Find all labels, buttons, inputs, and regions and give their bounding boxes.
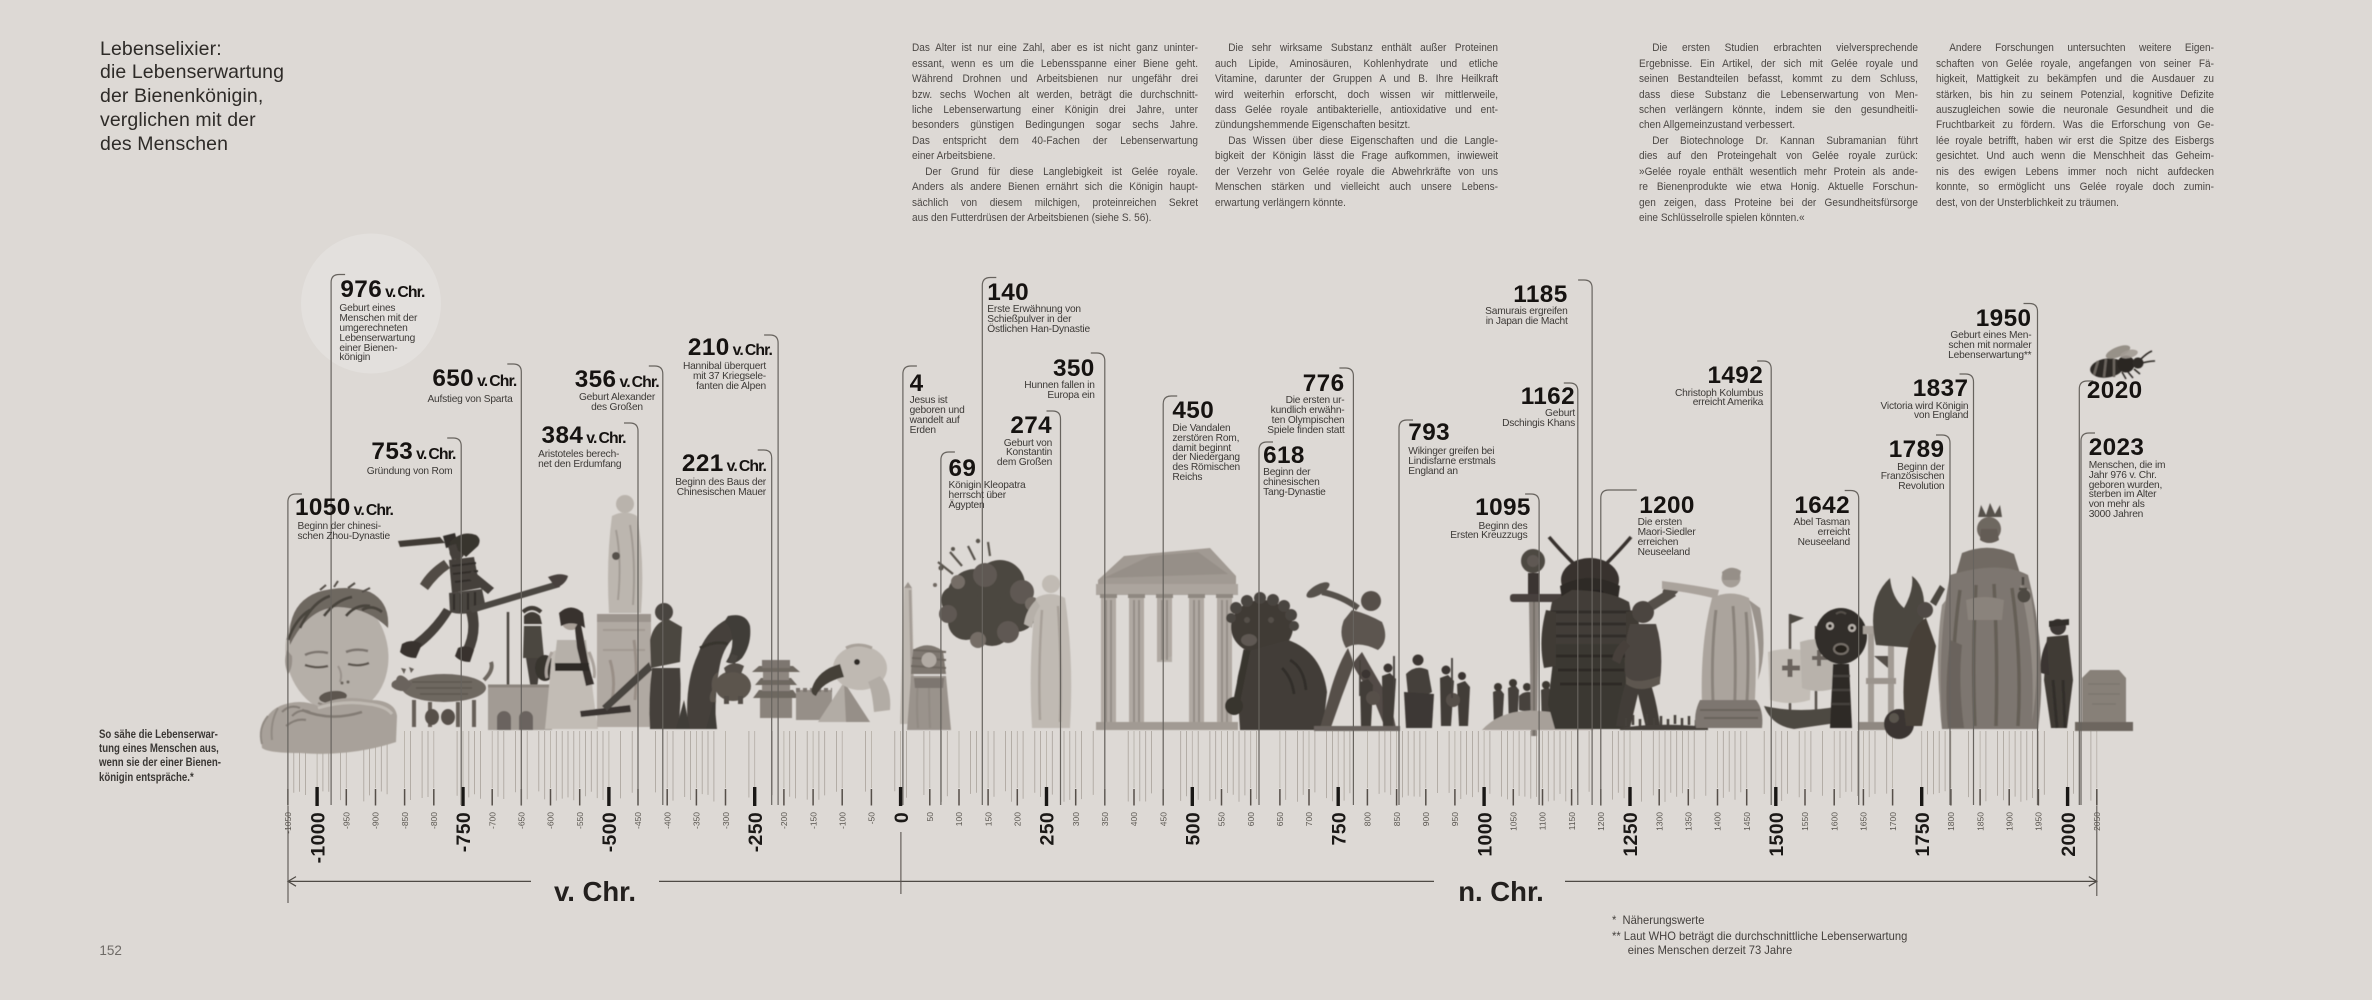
svg-text:1850: 1850 bbox=[1975, 812, 1985, 831]
svg-text:-100: -100 bbox=[838, 812, 848, 829]
svg-text:-300: -300 bbox=[721, 812, 731, 829]
svg-text:-50: -50 bbox=[867, 812, 877, 825]
svg-text:1350: 1350 bbox=[1684, 812, 1694, 831]
svg-text:-750: -750 bbox=[453, 812, 475, 852]
svg-text:-600: -600 bbox=[546, 812, 556, 829]
svg-text:750: 750 bbox=[1328, 812, 1350, 845]
svg-text:300: 300 bbox=[1071, 812, 1081, 826]
svg-text:-700: -700 bbox=[487, 812, 497, 829]
svg-text:700: 700 bbox=[1304, 812, 1314, 826]
svg-text:-150: -150 bbox=[808, 812, 818, 829]
svg-text:-550: -550 bbox=[575, 812, 585, 829]
svg-text:-200: -200 bbox=[779, 812, 789, 829]
svg-text:1000: 1000 bbox=[1474, 812, 1496, 857]
svg-text:1650: 1650 bbox=[1859, 812, 1869, 831]
svg-text:500: 500 bbox=[1183, 812, 1205, 845]
svg-text:1050: 1050 bbox=[1509, 812, 1519, 831]
svg-text:1800: 1800 bbox=[1946, 812, 1956, 831]
svg-text:1950: 1950 bbox=[2034, 812, 2044, 831]
svg-text:1600: 1600 bbox=[1829, 812, 1839, 831]
svg-text:1250: 1250 bbox=[1620, 812, 1642, 857]
svg-text:-850: -850 bbox=[400, 812, 410, 829]
svg-text:1900: 1900 bbox=[2005, 812, 2015, 831]
svg-text:-250: -250 bbox=[745, 812, 767, 852]
svg-text:-350: -350 bbox=[692, 812, 702, 829]
svg-text:-800: -800 bbox=[429, 812, 439, 829]
svg-text:50: 50 bbox=[925, 812, 935, 822]
svg-text:1300: 1300 bbox=[1654, 812, 1664, 831]
svg-text:800: 800 bbox=[1363, 812, 1373, 826]
svg-text:400: 400 bbox=[1129, 812, 1139, 826]
svg-text:1400: 1400 bbox=[1713, 812, 1723, 831]
svg-text:450: 450 bbox=[1158, 812, 1168, 826]
svg-text:950: 950 bbox=[1450, 812, 1460, 826]
svg-text:1500: 1500 bbox=[1766, 812, 1788, 857]
svg-text:250: 250 bbox=[1037, 812, 1059, 845]
svg-text:-900: -900 bbox=[371, 812, 381, 829]
svg-text:1150: 1150 bbox=[1567, 812, 1577, 831]
svg-text:550: 550 bbox=[1217, 812, 1227, 826]
svg-text:-400: -400 bbox=[662, 812, 672, 829]
svg-text:1100: 1100 bbox=[1538, 812, 1548, 831]
svg-text:350: 350 bbox=[1100, 812, 1110, 826]
svg-text:1750: 1750 bbox=[1912, 812, 1934, 857]
svg-text:-650: -650 bbox=[517, 812, 527, 829]
svg-text:1550: 1550 bbox=[1800, 812, 1810, 831]
svg-text:150: 150 bbox=[983, 812, 993, 826]
svg-text:650: 650 bbox=[1275, 812, 1285, 826]
svg-text:900: 900 bbox=[1421, 812, 1431, 826]
svg-text:100: 100 bbox=[954, 812, 964, 826]
svg-text:2000: 2000 bbox=[2058, 812, 2080, 857]
svg-text:1700: 1700 bbox=[1888, 812, 1898, 831]
svg-text:1200: 1200 bbox=[1596, 812, 1606, 831]
svg-text:200: 200 bbox=[1013, 812, 1023, 826]
svg-text:0: 0 bbox=[891, 812, 913, 823]
svg-text:-1000: -1000 bbox=[307, 812, 329, 863]
svg-text:-950: -950 bbox=[342, 812, 352, 829]
svg-text:600: 600 bbox=[1246, 812, 1256, 826]
svg-text:-450: -450 bbox=[633, 812, 643, 829]
svg-text:-500: -500 bbox=[599, 812, 621, 852]
svg-text:850: 850 bbox=[1392, 812, 1402, 826]
svg-text:1450: 1450 bbox=[1742, 812, 1752, 831]
